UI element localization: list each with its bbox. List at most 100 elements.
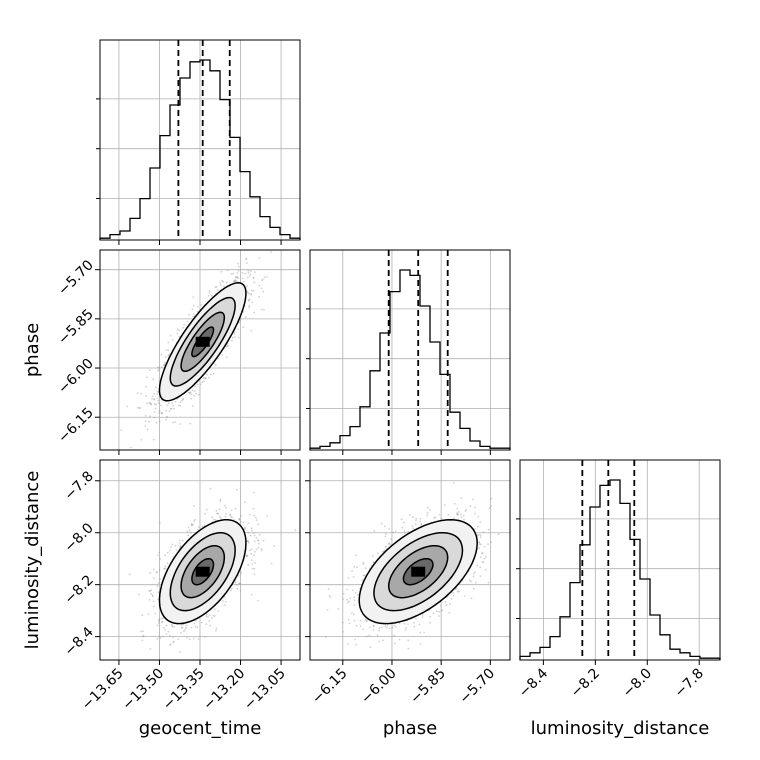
sample-point xyxy=(270,251,272,253)
sample-point xyxy=(239,520,242,523)
sample-point xyxy=(250,553,253,555)
sample-point xyxy=(456,513,458,516)
sample-point xyxy=(192,296,195,298)
sample-point xyxy=(411,525,414,528)
sample-point xyxy=(253,573,256,576)
sample-point xyxy=(385,545,388,548)
sample-point xyxy=(252,532,255,534)
sample-point xyxy=(156,598,159,601)
sample-point xyxy=(250,527,253,530)
sample-point xyxy=(177,638,180,640)
sample-point xyxy=(156,397,159,400)
sample-point xyxy=(197,638,200,640)
sample-point xyxy=(257,546,260,549)
sample-point xyxy=(219,282,222,285)
sample-point xyxy=(418,623,421,626)
sample-point xyxy=(194,625,197,628)
sample-point xyxy=(254,551,256,553)
sample-point xyxy=(166,404,169,407)
sample-point xyxy=(148,369,151,371)
sample-point xyxy=(253,534,256,537)
sample-point xyxy=(140,392,143,395)
sample-point xyxy=(205,508,208,511)
sample-point xyxy=(179,401,182,404)
sample-point xyxy=(252,276,255,279)
sample-point xyxy=(413,625,416,628)
sample-point xyxy=(252,277,255,279)
sample-point xyxy=(201,525,204,528)
sample-point xyxy=(156,390,159,393)
sample-point xyxy=(377,552,379,555)
sample-point xyxy=(209,624,212,627)
sample-point xyxy=(342,630,344,633)
sample-point xyxy=(472,498,474,501)
sample-point xyxy=(149,415,152,418)
sample-point xyxy=(412,516,414,519)
sample-point xyxy=(453,594,455,597)
sample-point xyxy=(246,276,249,279)
sample-point xyxy=(144,425,147,427)
sample-point xyxy=(341,621,344,624)
sample-point xyxy=(365,620,368,623)
sample-point xyxy=(191,524,193,527)
sample-point xyxy=(228,514,231,516)
sample-point xyxy=(237,328,240,331)
sample-point xyxy=(203,636,206,638)
sample-point xyxy=(246,540,249,543)
sample-point xyxy=(165,349,168,351)
sample-point xyxy=(407,647,410,650)
sample-point xyxy=(371,555,374,557)
sample-point xyxy=(203,380,206,382)
sample-point xyxy=(247,541,250,544)
sample-point xyxy=(380,522,383,525)
sample-point xyxy=(353,599,356,602)
sample-point xyxy=(150,589,153,592)
sample-point xyxy=(472,587,475,590)
panel-2d-phase-vs-luminosity-distance xyxy=(309,459,511,661)
sample-point xyxy=(178,542,181,544)
contour-line-0 xyxy=(191,326,215,358)
sample-point xyxy=(201,381,204,384)
sample-point xyxy=(478,533,480,536)
sample-point xyxy=(405,626,408,629)
sample-point xyxy=(401,526,404,529)
sample-point xyxy=(179,545,181,548)
sample-point xyxy=(253,554,256,557)
sample-point xyxy=(161,412,164,415)
sample-point xyxy=(168,549,171,552)
sample-point xyxy=(158,635,161,637)
sample-point xyxy=(163,364,166,366)
sample-point xyxy=(348,622,351,625)
sample-point xyxy=(253,281,256,284)
sample-point xyxy=(179,404,182,407)
sample-point xyxy=(152,600,155,603)
sample-point xyxy=(356,566,358,569)
sample-point xyxy=(444,601,447,603)
sample-point xyxy=(214,519,217,521)
sample-point xyxy=(456,507,459,510)
sample-point xyxy=(219,515,221,518)
sample-point xyxy=(454,588,457,590)
sample-point xyxy=(346,601,349,604)
sample-point xyxy=(478,547,480,549)
sample-point xyxy=(165,409,168,412)
sample-point xyxy=(222,280,225,283)
sample-point xyxy=(240,514,242,517)
sample-point xyxy=(238,582,241,585)
sample-point xyxy=(151,594,154,597)
sample-point xyxy=(230,515,233,518)
sample-point xyxy=(157,369,160,372)
sample-point xyxy=(168,410,171,413)
sample-point xyxy=(415,617,417,620)
sample-point xyxy=(130,446,132,449)
sample-point xyxy=(152,438,155,441)
sample-point xyxy=(216,512,218,515)
sample-point xyxy=(208,291,211,294)
sample-point xyxy=(193,622,196,625)
sample-point xyxy=(219,498,222,501)
sample-point xyxy=(233,336,236,338)
sample-point xyxy=(236,275,239,278)
sample-point xyxy=(484,568,487,571)
sample-point xyxy=(258,295,260,298)
